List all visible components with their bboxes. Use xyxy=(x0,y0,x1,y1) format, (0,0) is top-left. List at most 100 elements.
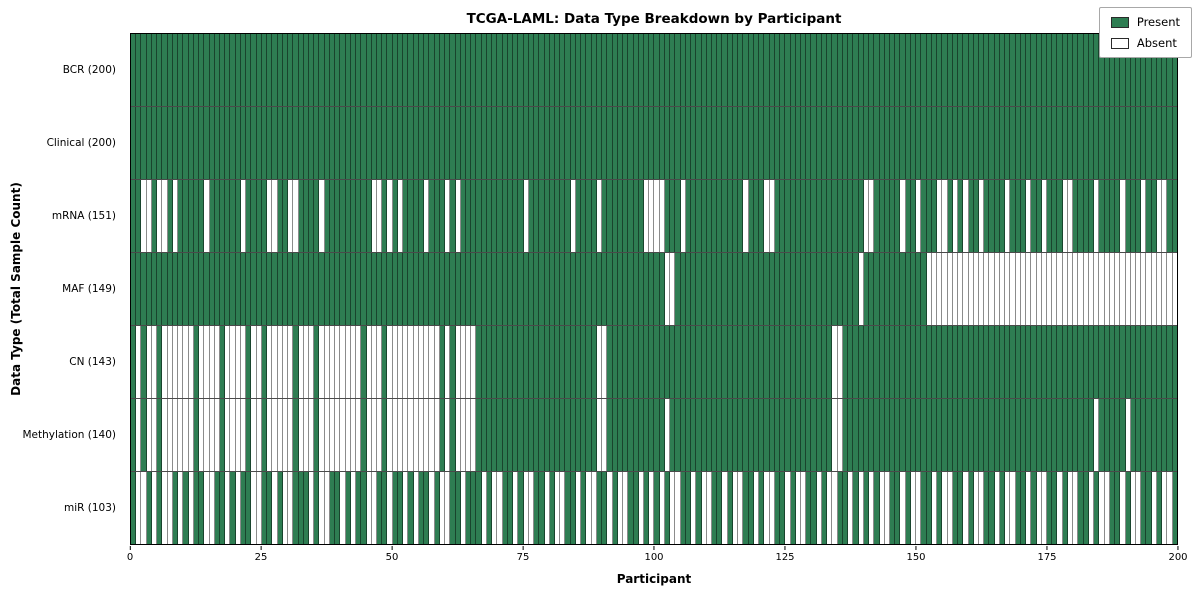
heatmap-cell xyxy=(534,326,540,398)
heatmap-cell xyxy=(225,326,231,398)
heatmap-cell xyxy=(968,180,974,252)
heatmap-cell xyxy=(994,107,1000,179)
heatmap-cell xyxy=(167,34,173,106)
heatmap-cell xyxy=(199,253,205,325)
heatmap-cell xyxy=(371,34,378,106)
heatmap-cell xyxy=(345,399,351,471)
heatmap-cell xyxy=(680,399,686,471)
heatmap-cell xyxy=(1130,472,1136,544)
heatmap-cell xyxy=(544,107,550,179)
heatmap-cell xyxy=(1005,253,1011,325)
heatmap-cell xyxy=(712,107,718,179)
heatmap-cell xyxy=(246,399,252,471)
legend-item-absent: Absent xyxy=(1110,36,1180,50)
x-tick-label: 75 xyxy=(516,552,530,563)
heatmap-cell xyxy=(408,34,414,106)
heatmap-cell xyxy=(193,107,200,179)
heatmap-cell xyxy=(167,326,173,398)
heatmap-cell xyxy=(795,34,801,106)
heatmap-cell xyxy=(450,34,456,106)
heatmap-cell xyxy=(424,472,430,544)
heatmap-cell xyxy=(780,399,786,471)
heatmap-cell xyxy=(1005,326,1011,398)
heatmap-cell xyxy=(403,326,409,398)
heatmap-cell xyxy=(324,472,330,544)
heatmap-cell xyxy=(136,107,142,179)
x-tick: 0 xyxy=(127,546,133,563)
heatmap-cell xyxy=(1162,253,1168,325)
heatmap-cell xyxy=(1067,472,1074,544)
heatmap-cell xyxy=(1073,34,1079,106)
heatmap-cell xyxy=(1041,326,1048,398)
heatmap-cell xyxy=(251,472,257,544)
heatmap-cell xyxy=(670,107,676,179)
heatmap-cell xyxy=(267,107,273,179)
heatmap-cell xyxy=(889,253,896,325)
heatmap-cell xyxy=(801,472,807,544)
heatmap-cell xyxy=(565,180,571,252)
heatmap-cell xyxy=(466,399,472,471)
heatmap-cell xyxy=(1115,472,1121,544)
heatmap-cell xyxy=(727,399,733,471)
heatmap-cell xyxy=(178,107,184,179)
heatmap-cell xyxy=(481,180,487,252)
heatmap-cell xyxy=(534,34,540,106)
heatmap-cell xyxy=(1151,326,1157,398)
heatmap-cell xyxy=(581,180,587,252)
heatmap-cell xyxy=(989,472,995,544)
heatmap-cell xyxy=(1120,399,1126,471)
heatmap-cell xyxy=(293,326,299,398)
heatmap-cell xyxy=(1026,472,1032,544)
heatmap-cell xyxy=(261,472,268,544)
heatmap-cell xyxy=(131,107,137,179)
heatmap-cell xyxy=(230,107,236,179)
heatmap-cell xyxy=(1167,34,1173,106)
heatmap-cell xyxy=(131,253,137,325)
heatmap-cell xyxy=(743,107,749,179)
heatmap-cell xyxy=(324,34,330,106)
heatmap-cell xyxy=(889,107,896,179)
heatmap-cell xyxy=(225,472,231,544)
heatmap-cell xyxy=(748,34,754,106)
heatmap-cell xyxy=(889,399,896,471)
heatmap-cell xyxy=(350,472,357,544)
heatmap-cell xyxy=(146,399,152,471)
heatmap-cell xyxy=(481,253,487,325)
heatmap-cell xyxy=(481,107,487,179)
heatmap-cell xyxy=(397,326,404,398)
heatmap-cell xyxy=(539,34,545,106)
heatmap-cell xyxy=(429,326,435,398)
heatmap-cell xyxy=(596,180,603,252)
heatmap-cell xyxy=(335,326,341,398)
heatmap-cell xyxy=(246,253,252,325)
heatmap-cell xyxy=(952,326,959,398)
heatmap-cell xyxy=(581,253,587,325)
heatmap-cell xyxy=(921,472,927,544)
heatmap-cell xyxy=(753,180,760,252)
heatmap-cell xyxy=(575,180,582,252)
heatmap-cell xyxy=(1109,326,1116,398)
heatmap-cell xyxy=(759,253,765,325)
heatmap-cell xyxy=(753,326,760,398)
heatmap-cell xyxy=(706,399,713,471)
heatmap-cell xyxy=(1125,399,1131,471)
heatmap-cell xyxy=(1172,34,1177,106)
heatmap-cell xyxy=(712,472,718,544)
heatmap-cell xyxy=(172,326,179,398)
heatmap-cell xyxy=(288,472,294,544)
heatmap-cell xyxy=(675,326,681,398)
heatmap-cell xyxy=(816,399,822,471)
heatmap-cell xyxy=(937,34,943,106)
heatmap-cell xyxy=(596,107,603,179)
heatmap-cell xyxy=(1026,180,1032,252)
heatmap-cell xyxy=(413,34,419,106)
heatmap-cell xyxy=(1026,399,1032,471)
heatmap-cell xyxy=(157,472,163,544)
heatmap-cell xyxy=(874,180,880,252)
heatmap-cell xyxy=(623,399,629,471)
heatmap-cell xyxy=(434,34,440,106)
heatmap-cell xyxy=(1104,253,1110,325)
heatmap-cell xyxy=(356,107,362,179)
heatmap-cell xyxy=(884,253,890,325)
heatmap-cell xyxy=(926,180,932,252)
